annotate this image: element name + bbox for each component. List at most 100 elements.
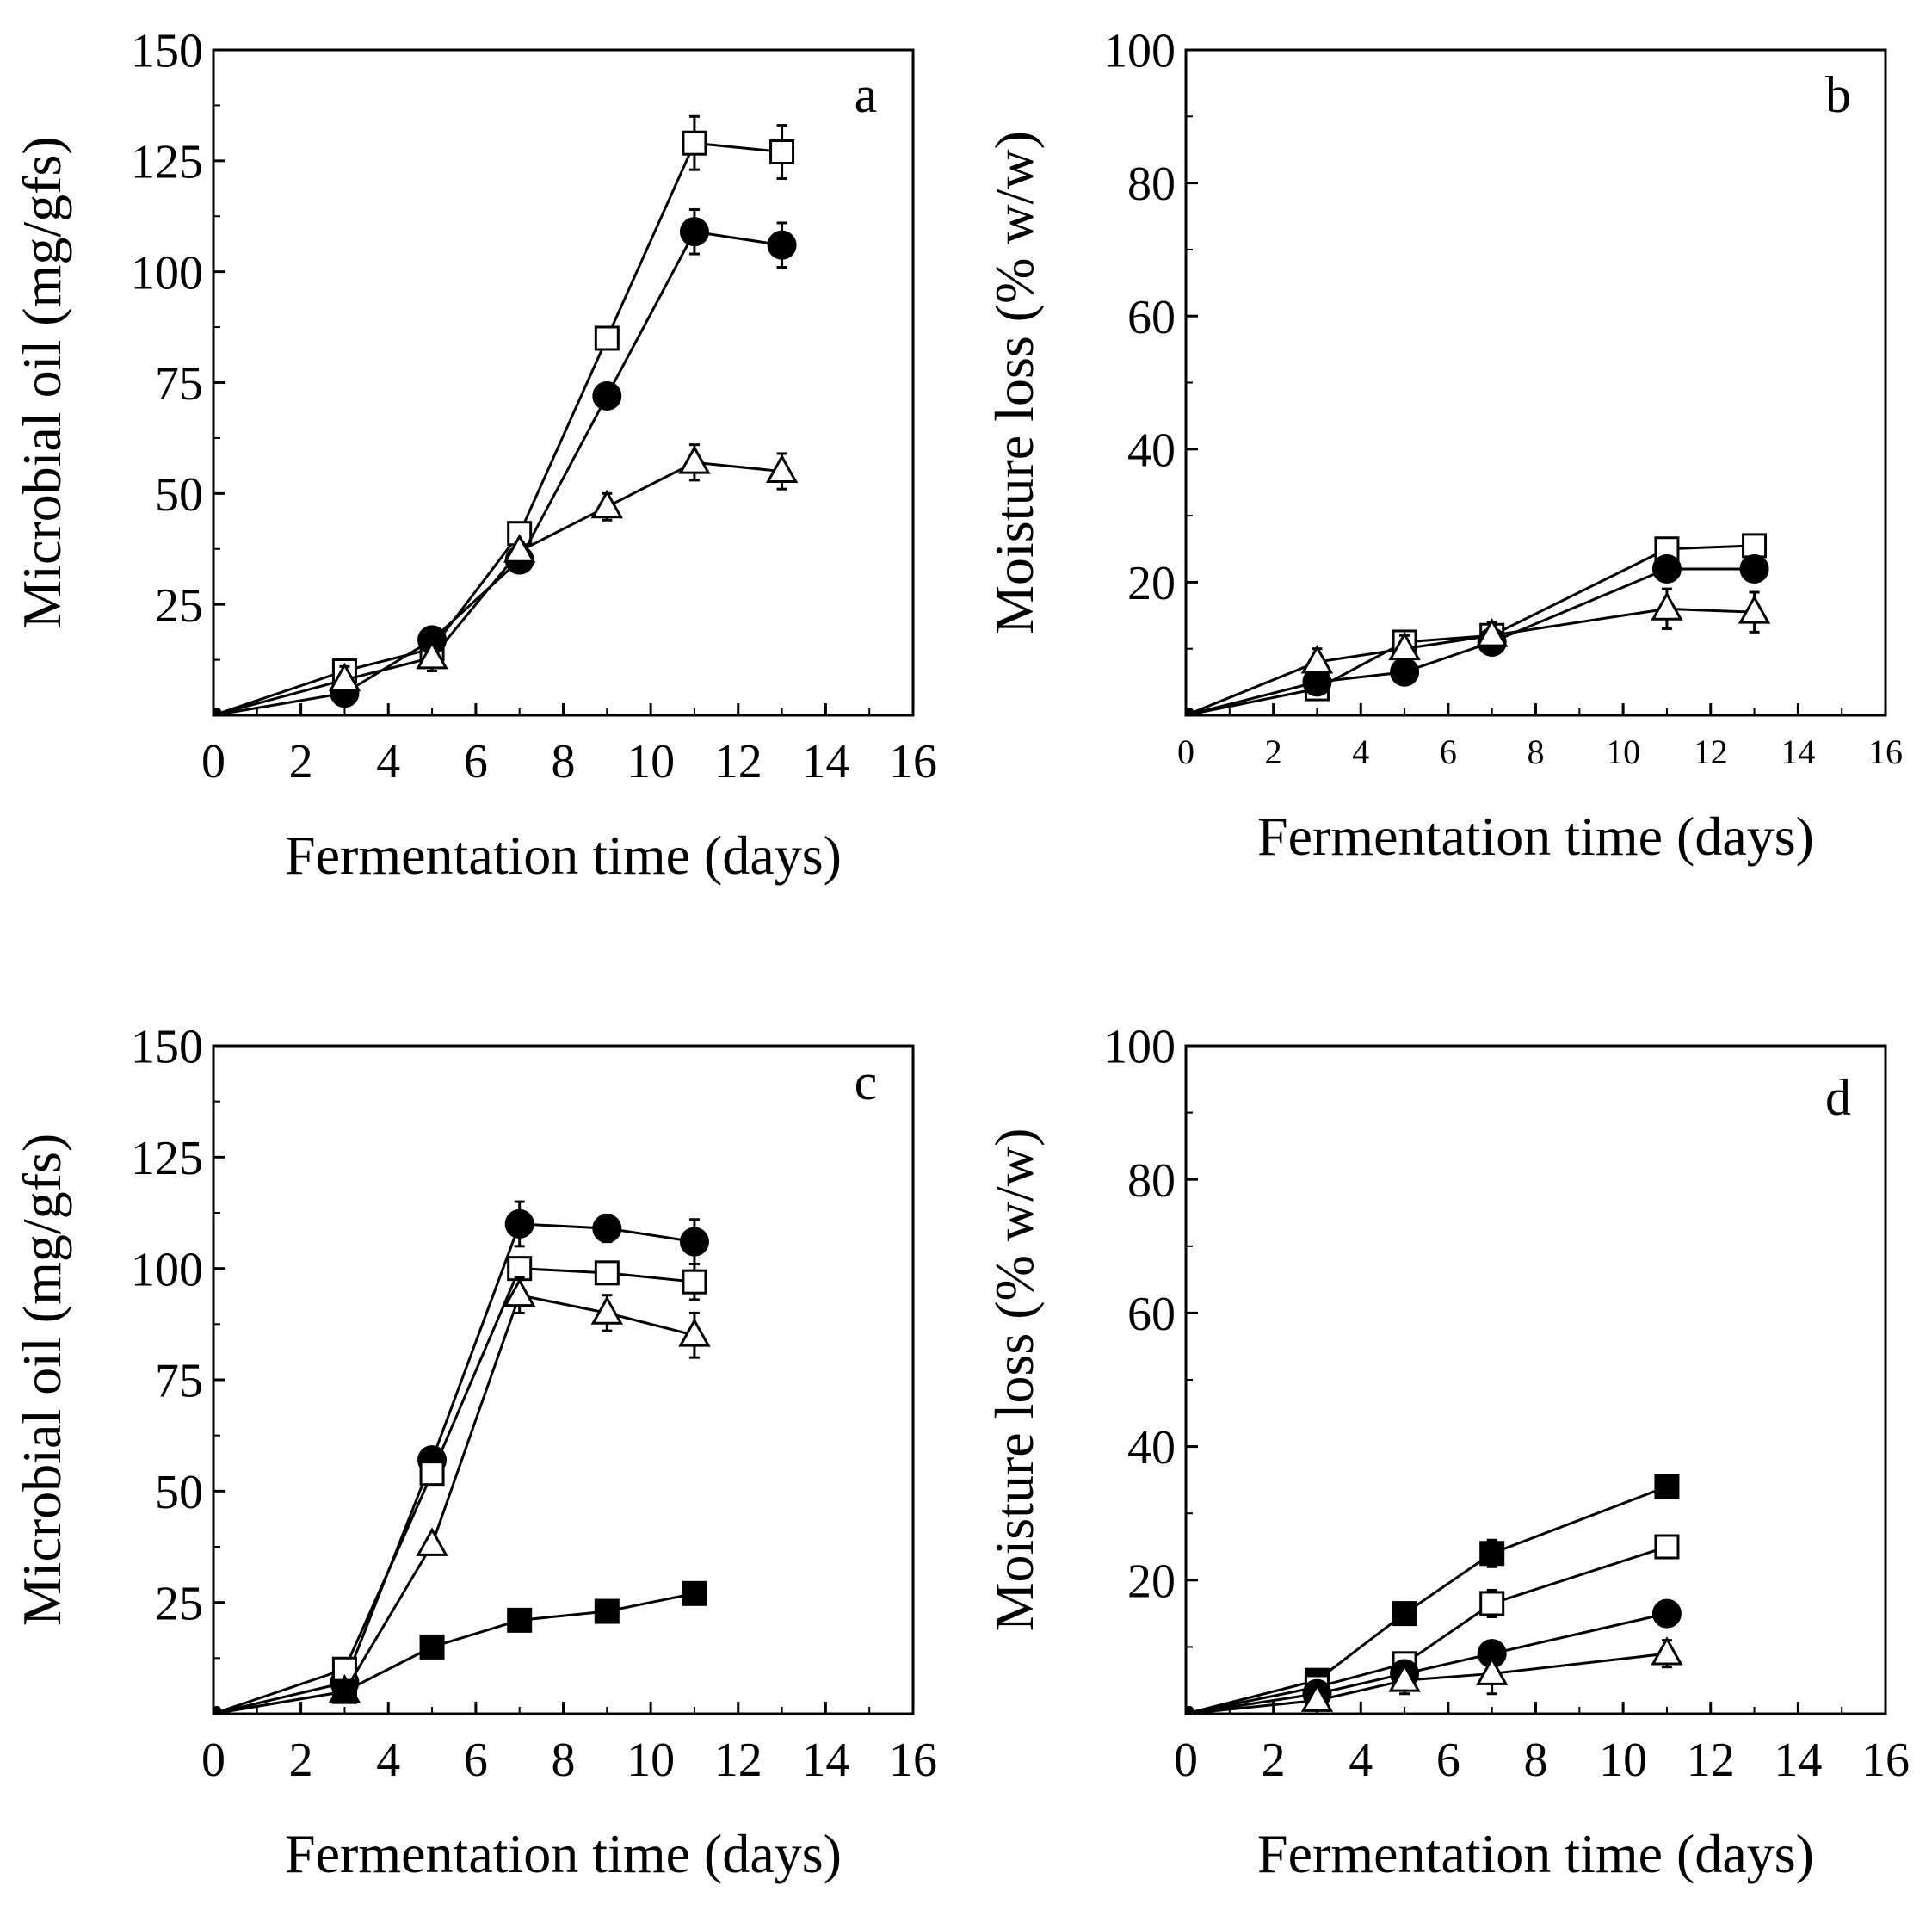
y-tick-label: 100 (1103, 1021, 1176, 1074)
data-point (594, 1598, 620, 1624)
x-tick-label: 16 (889, 735, 937, 788)
data-point (767, 230, 797, 260)
x-tick-label: 16 (889, 1734, 937, 1787)
data-point (679, 1227, 709, 1257)
x-tick-label: 2 (289, 735, 313, 788)
data-point (503, 534, 536, 563)
y-tick-label: 75 (155, 1355, 203, 1408)
panel-letter: a (855, 66, 878, 123)
series-line (213, 1267, 695, 1715)
x-tick-label: 0 (1177, 732, 1194, 771)
data-point (1388, 1663, 1421, 1692)
data-point (1739, 553, 1769, 584)
x-tick-label: 8 (1528, 732, 1545, 771)
data-point (1742, 533, 1768, 559)
y-tick-label: 20 (1127, 1555, 1176, 1608)
x-tick-label: 4 (376, 1734, 400, 1787)
y-axis-title: Moisture loss (% w/w) (984, 131, 1045, 634)
data-point (1388, 631, 1421, 661)
data-point (331, 1678, 357, 1704)
data-point (416, 1527, 448, 1556)
x-tick-label: 4 (1352, 732, 1369, 771)
y-tick-label: 60 (1127, 1288, 1176, 1341)
data-point (1392, 1601, 1417, 1627)
y-tick-label: 75 (155, 357, 203, 411)
y-tick-label: 100 (1103, 25, 1176, 78)
data-point (419, 1461, 445, 1487)
data-point (590, 489, 624, 519)
y-tick-label: 150 (131, 1021, 203, 1074)
data-point (507, 1607, 533, 1633)
x-tick-label: 4 (376, 735, 400, 788)
origin-point (213, 1706, 221, 1715)
x-tick-label: 6 (464, 735, 488, 788)
y-tick-label: 100 (131, 1243, 203, 1296)
panel-a: 0 2 4 6 8 10 12 14 16 25 50 75 100 125 150 Fermentation… (11, 25, 937, 886)
data-point (1651, 553, 1682, 584)
x-tick-label: 14 (1774, 1734, 1822, 1787)
data-point (416, 640, 448, 670)
series-open-square (213, 1256, 707, 1715)
data-point (1479, 1591, 1505, 1616)
x-tick-label: 8 (552, 1734, 576, 1787)
data-point (1479, 1541, 1505, 1567)
series-line (1185, 567, 1755, 717)
y-axis-title: Microbial oil (mg/gfs) (11, 1134, 72, 1626)
data-point (1300, 645, 1334, 674)
data-point (1475, 618, 1509, 647)
x-tick-label: 12 (1694, 732, 1728, 771)
series-line (213, 461, 782, 717)
x-tick-label: 12 (714, 1734, 762, 1787)
origin-point (1185, 708, 1194, 716)
data-point (504, 1208, 534, 1239)
series-open-triangle (1185, 587, 1771, 717)
y-tick-label: 40 (1127, 423, 1176, 477)
x-tick-label: 2 (1262, 1734, 1286, 1787)
y-tick-label: 80 (1127, 158, 1176, 211)
panel-b: 0 2 4 6 8 10 12 14 16 20 40 60 80 100 Fermentation tim… (984, 25, 1903, 867)
x-tick-label: 6 (1436, 1734, 1460, 1787)
x-tick-label: 2 (1265, 732, 1282, 771)
series-open-square (1185, 1534, 1680, 1715)
x-axis-title: Fermentation time (days) (1257, 1823, 1814, 1884)
y-axis-title: Moisture loss (% w/w) (984, 1128, 1045, 1632)
data-point (1654, 1474, 1680, 1499)
plot-frame (1184, 48, 1887, 717)
data-point (769, 139, 795, 165)
series-line (1185, 1652, 1668, 1715)
panel-letter: c (855, 1054, 878, 1110)
x-tick-label: 10 (1606, 732, 1640, 771)
data-point (1654, 1534, 1680, 1560)
y-tick-label: 150 (131, 25, 203, 78)
series-open-square (213, 114, 795, 717)
x-tick-label: 2 (289, 1734, 313, 1787)
x-tick-label: 8 (552, 735, 576, 788)
x-tick-label: 10 (1599, 1734, 1647, 1787)
data-point (1651, 1636, 1683, 1666)
x-axis-title: Fermentation time (days) (285, 825, 842, 886)
series-filled-circle (1185, 1598, 1682, 1715)
series-open-triangle (213, 1276, 711, 1715)
x-tick-label: 8 (1524, 1734, 1548, 1787)
series-line (1185, 607, 1755, 717)
data-point (1300, 1683, 1334, 1712)
series-line (213, 1592, 695, 1715)
data-point (679, 217, 709, 247)
x-tick-label: 12 (1687, 1734, 1735, 1787)
x-tick-label: 6 (464, 1734, 488, 1787)
series-filled-square (1185, 1474, 1680, 1715)
data-point (678, 1318, 711, 1347)
data-point (678, 445, 711, 474)
x-tick-label: 12 (714, 735, 762, 788)
x-tick-label: 10 (627, 735, 675, 788)
series-open-triangle (213, 443, 799, 717)
series-filled-square (213, 1580, 707, 1715)
x-tick-label: 14 (801, 735, 849, 788)
x-axis-title: Fermentation time (days) (1257, 806, 1814, 867)
data-point (503, 1277, 536, 1307)
data-point (419, 1634, 445, 1660)
x-tick-label: 14 (801, 1734, 849, 1787)
y-tick-label: 100 (131, 246, 203, 300)
y-tick-label: 25 (155, 1577, 203, 1630)
